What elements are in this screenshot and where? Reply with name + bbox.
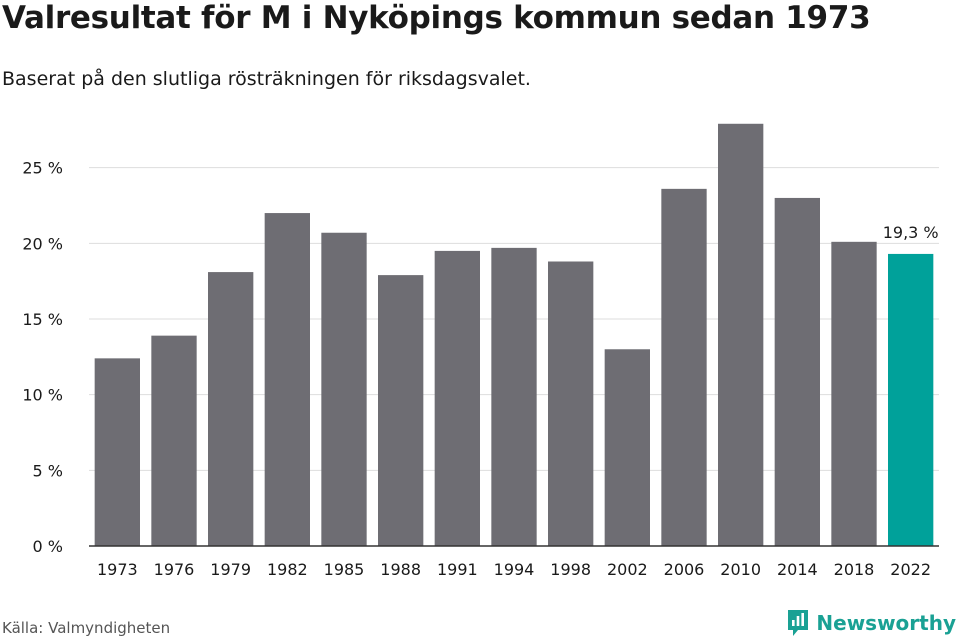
data-labels: 19,3 % (883, 223, 939, 242)
x-tick-label: 2014 (777, 560, 818, 579)
y-tick-label: 10 % (22, 386, 63, 405)
x-tick-label: 2022 (890, 560, 931, 579)
data-label: 19,3 % (883, 223, 939, 242)
bar-2018 (831, 241, 877, 546)
y-tick-label: 15 % (22, 310, 63, 329)
x-tick-label: 1985 (324, 560, 365, 579)
y-tick-label: 20 % (22, 234, 63, 253)
brand: Newsworthy (786, 608, 956, 638)
bar-2002 (604, 349, 650, 546)
bar-1988 (378, 275, 424, 546)
bar-1976 (151, 335, 197, 546)
y-tick-label: 0 % (33, 537, 63, 556)
x-tick-label: 1973 (97, 560, 138, 579)
bar-2022 (888, 253, 934, 546)
bar-1985 (321, 232, 367, 547)
x-tick-label: 1979 (210, 560, 251, 579)
y-tick-label: 5 % (33, 461, 63, 480)
x-tick-label: 2006 (664, 560, 705, 579)
x-tick-label: 1988 (380, 560, 421, 579)
x-tick-label: 2010 (720, 560, 761, 579)
x-tick-label: 2018 (834, 560, 875, 579)
x-tick-label: 1982 (267, 560, 308, 579)
bar-1979 (208, 272, 254, 546)
source-note: Källa: Valmyndigheten (2, 619, 171, 637)
bar-1973 (94, 358, 140, 546)
y-axis-ticks: 0 % 5 % 10 % 15 % 20 % 25 % (22, 159, 63, 556)
bars (94, 123, 934, 547)
bar-1991 (434, 250, 480, 546)
bar-2010 (718, 123, 764, 546)
x-tick-label: 1994 (494, 560, 535, 579)
bar-2014 (774, 197, 820, 546)
newsworthy-logo-icon (788, 610, 809, 636)
bar-1994 (491, 247, 537, 546)
chart-subtitle: Baserat på den slutliga rösträkningen fö… (2, 68, 531, 90)
bar-2006 (661, 188, 707, 546)
x-axis-ticks: 1973 1976 1979 1982 1985 1988 1991 1994 1998 2002… (97, 560, 931, 579)
y-tick-label: 25 % (22, 159, 63, 178)
x-tick-label: 1998 (550, 560, 591, 579)
x-tick-label: 2002 (607, 560, 648, 579)
x-tick-label: 1976 (154, 560, 195, 579)
brand-name: Newsworthy (816, 611, 956, 635)
chart-title: Valresultat för M i Nyköpings kommun sed… (2, 0, 871, 36)
bar-chart: 0 %5 %10 %15 %20 %25 % 1973 1976 1979 1982 1… (22, 123, 939, 579)
x-tick-label: 1991 (437, 560, 478, 579)
bar-1998 (548, 261, 594, 546)
bar-1982 (264, 213, 310, 547)
